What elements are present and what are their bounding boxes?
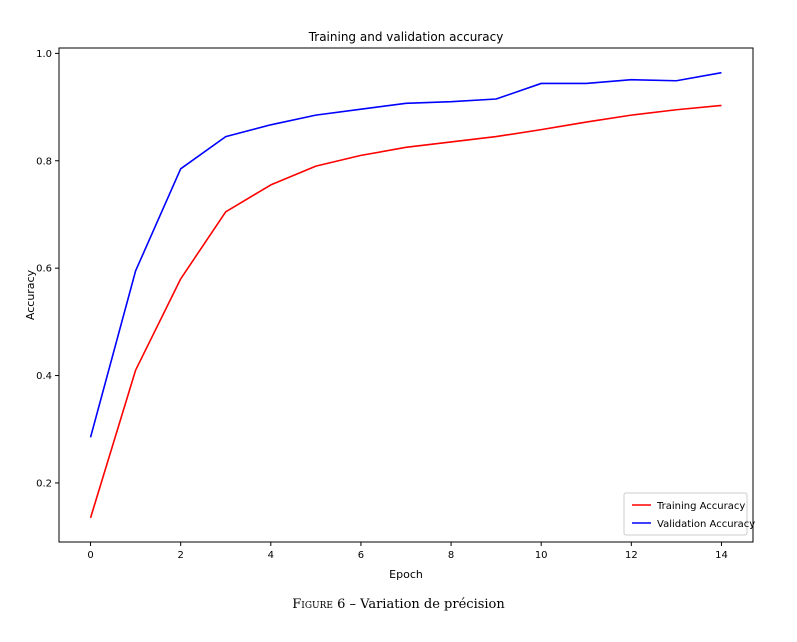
figure-text: Variation de précision xyxy=(360,597,505,612)
x-tick-label: 10 xyxy=(535,550,548,561)
x-tick-label: 8 xyxy=(448,550,454,561)
legend-label-validation: Validation Accuracy xyxy=(657,519,755,530)
legend-box xyxy=(623,492,748,536)
x-axis-label: Epoch xyxy=(389,568,423,581)
plot-frame xyxy=(58,47,754,543)
legend: Training Accuracy Validation Accuracy xyxy=(623,492,755,536)
y-axis: 0.2 0.4 0.6 0.8 1.0 xyxy=(36,49,59,489)
validation-accuracy-line xyxy=(89,71,722,438)
x-tick-label: 2 xyxy=(177,550,183,561)
chart-title: Training and validation accuracy xyxy=(308,30,504,44)
figure-separator: – xyxy=(345,597,361,612)
series-lines xyxy=(89,71,722,519)
figure-caption: Figure 6 – Variation de précision xyxy=(0,597,797,612)
x-tick-label: 0 xyxy=(87,550,93,561)
y-tick-label: 1.0 xyxy=(36,49,52,60)
y-tick-label: 0.8 xyxy=(36,156,52,167)
y-axis-label: Accuracy xyxy=(24,269,37,320)
legend-label-training: Training Accuracy xyxy=(656,501,745,512)
x-tick-label: 4 xyxy=(268,550,274,561)
x-tick-label: 14 xyxy=(715,550,728,561)
training-accuracy-line xyxy=(89,104,722,519)
x-tick-label: 6 xyxy=(358,550,364,561)
y-tick-label: 0.2 xyxy=(36,478,52,489)
x-axis: 0 2 4 6 8 10 12 14 xyxy=(87,542,728,561)
x-tick-label: 12 xyxy=(625,550,638,561)
y-tick-label: 0.6 xyxy=(36,264,52,275)
figure-label: Figure 6 xyxy=(292,597,346,612)
y-tick-label: 0.4 xyxy=(36,371,52,382)
